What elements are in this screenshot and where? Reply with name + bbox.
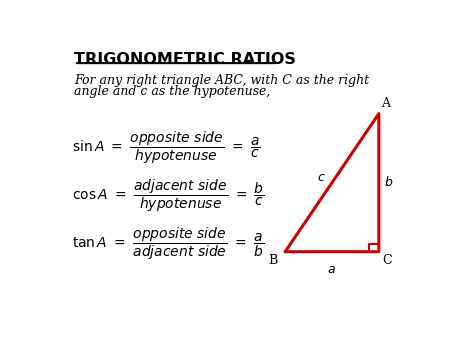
Text: $c$: $c$ <box>317 171 326 184</box>
Text: $a$: $a$ <box>327 263 336 275</box>
Text: $\tan A\ =\ \dfrac{\mathit{opposite\ side}}{\mathit{adjacent\ side}}\ =\ \dfrac{: $\tan A\ =\ \dfrac{\mathit{opposite\ sid… <box>72 225 264 262</box>
Text: $\sin A\ =\ \dfrac{\mathit{opposite\ side}}{\mathit{hypotenuse}}\ =\ \dfrac{a}{c: $\sin A\ =\ \dfrac{\mathit{opposite\ sid… <box>72 130 261 166</box>
Text: angle and c as the hypotenuse,: angle and c as the hypotenuse, <box>74 85 270 98</box>
Text: $b$: $b$ <box>384 175 394 189</box>
Text: For any right triangle ABC, with C as the right: For any right triangle ABC, with C as th… <box>74 74 369 87</box>
Text: B: B <box>269 255 278 267</box>
Text: A: A <box>381 97 390 110</box>
Text: C: C <box>382 255 392 267</box>
Text: TRIGONOMETRIC RATIOS: TRIGONOMETRIC RATIOS <box>74 52 296 67</box>
Text: $\cos A\ =\ \dfrac{\mathit{adjacent\ side}}{\mathit{hypotenuse}}\ =\ \dfrac{b}{c: $\cos A\ =\ \dfrac{\mathit{adjacent\ sid… <box>72 178 265 214</box>
